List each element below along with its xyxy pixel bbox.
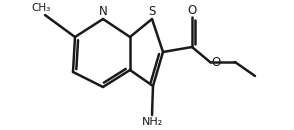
Text: N: N bbox=[98, 5, 107, 18]
Text: O: O bbox=[187, 4, 197, 17]
Text: CH₃: CH₃ bbox=[31, 3, 51, 13]
Text: S: S bbox=[148, 5, 156, 18]
Text: NH₂: NH₂ bbox=[141, 117, 163, 127]
Text: O: O bbox=[211, 56, 220, 69]
